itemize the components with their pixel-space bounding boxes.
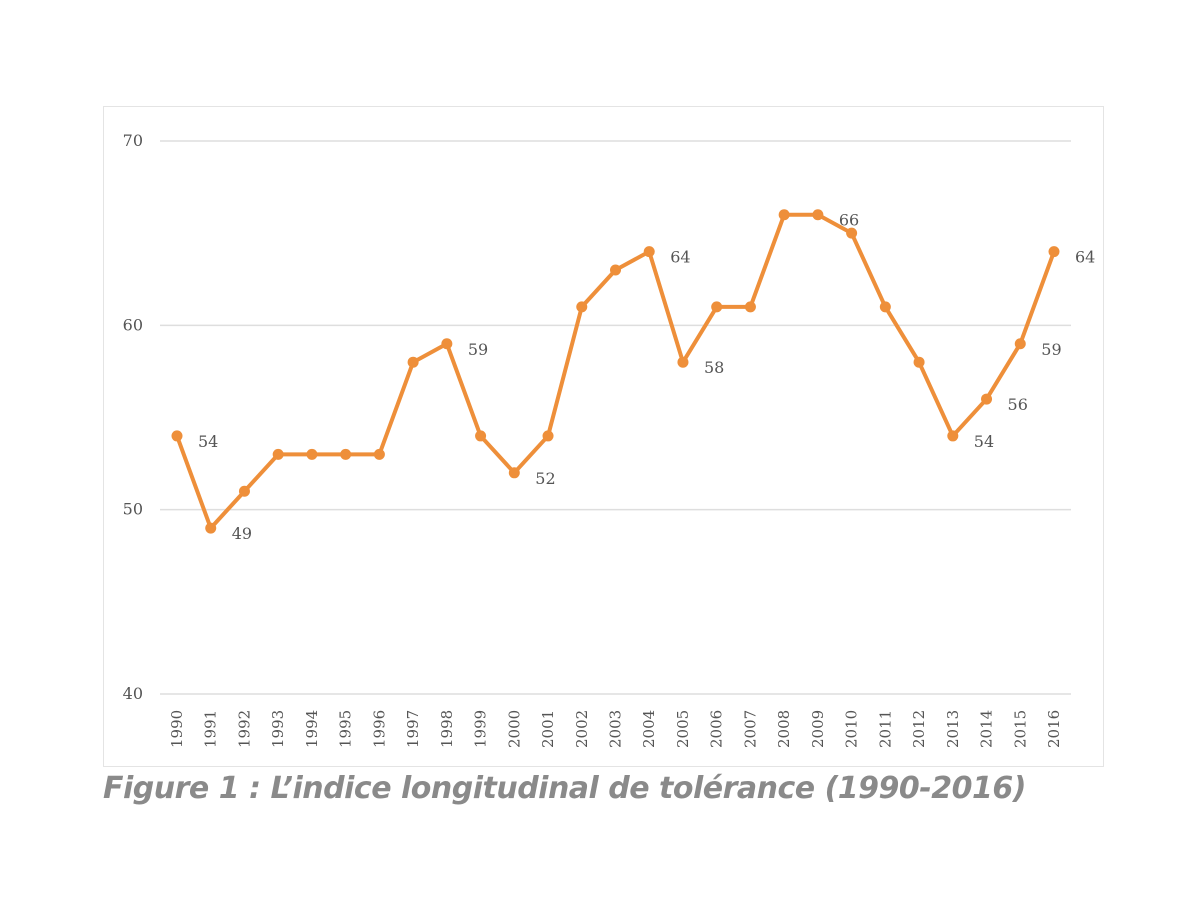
x-tick-label: 1993 (269, 710, 287, 748)
x-tick-label: 1999 (472, 710, 490, 748)
data-point-2005 (677, 356, 689, 368)
x-tick-label: 1994 (303, 710, 321, 748)
data-point-1997 (407, 356, 419, 368)
x-tick-label: 2015 (1011, 710, 1029, 748)
x-tick-label: 2000 (505, 710, 523, 748)
data-point-2014 (981, 393, 993, 405)
data-point-2008 (778, 209, 790, 221)
x-tick-label: 2012 (910, 710, 928, 748)
x-tick-label: 2011 (876, 710, 894, 748)
x-tick-label: 1995 (337, 710, 355, 748)
data-point-2001 (542, 430, 554, 442)
data-point-2016 (1048, 246, 1060, 258)
x-tick-label: 2009 (809, 710, 827, 748)
y-axis-ticks: 40 50 60 70 (123, 131, 143, 703)
data-point-2003 (610, 264, 621, 276)
x-tick-label: 2005 (674, 710, 692, 748)
x-tick-label: 1991 (202, 710, 220, 748)
data-label-1991: 49 (232, 524, 252, 543)
x-tick-label: 2001 (539, 710, 557, 748)
data-point-2002 (576, 301, 588, 313)
series (171, 209, 1060, 534)
chart-frame (103, 106, 1104, 767)
data-label-2014: 56 (1008, 395, 1028, 414)
x-tick-label: 2007 (741, 710, 759, 748)
data-point-2012 (913, 356, 925, 368)
data-label-2005: 58 (704, 358, 724, 377)
data-label-1998: 59 (468, 340, 488, 359)
series-line (175, 212, 1056, 531)
data-point-2009 (812, 209, 824, 221)
data-point-2006 (711, 301, 723, 313)
data-label-2016: 64 (1075, 248, 1095, 267)
x-tick-label: 1992 (235, 710, 253, 748)
y-tick-label: 60 (123, 315, 143, 334)
x-tick-label: 2010 (843, 710, 861, 748)
data-label-2009: 66 (839, 211, 859, 230)
data-label-2000: 52 (535, 469, 555, 488)
data-point-2015 (1014, 338, 1026, 350)
data-point-1998 (441, 338, 453, 350)
x-tick-label: 2006 (708, 710, 726, 748)
gridlines (160, 140, 1071, 695)
data-point-1992 (238, 485, 250, 497)
x-tick-label: 1996 (370, 710, 388, 748)
data-point-1993 (272, 448, 284, 460)
x-tick-label: 1998 (438, 710, 456, 748)
data-point-1994 (306, 448, 318, 460)
data-point-2004 (643, 246, 655, 258)
data-point-1991 (205, 522, 217, 534)
x-tick-label: 2004 (640, 710, 658, 748)
x-tick-label: 2016 (1045, 710, 1063, 748)
data-point-1996 (373, 448, 385, 460)
y-tick-label: 50 (123, 500, 143, 519)
x-tick-label: 2013 (944, 710, 962, 748)
y-tick-label: 40 (123, 684, 143, 703)
x-tick-label: 2008 (775, 710, 793, 748)
data-point-2007 (744, 301, 756, 313)
x-tick-label: 1997 (404, 710, 422, 748)
x-tick-label: 2014 (978, 710, 996, 748)
data-point-2013 (947, 430, 959, 442)
x-tick-label: 2003 (607, 710, 625, 748)
data-point-1990 (171, 430, 183, 442)
figure-caption: Figure 1 : L’indice longitudinal de tolé… (103, 771, 1026, 806)
y-tick-label: 70 (123, 131, 143, 150)
x-axis-ticks: 1990 1991 1992 1993 1994 1995 1996 1997 1998 1999… (168, 710, 1063, 748)
data-point-2011 (879, 301, 891, 313)
data-point-2010 (846, 227, 858, 239)
data-label-2015: 59 (1041, 340, 1061, 359)
data-point-2000 (508, 467, 520, 479)
x-tick-label: 2002 (573, 710, 591, 748)
x-tick-label: 1990 (168, 710, 186, 748)
data-label-2013: 54 (974, 432, 994, 451)
data-labels: 54 49 59 52 64 58 66 54 56 59 64 (198, 211, 1095, 543)
data-label-1990: 54 (198, 432, 218, 451)
data-point-1999 (475, 430, 487, 442)
data-label-2004: 64 (670, 248, 690, 267)
data-point-1995 (340, 448, 352, 460)
